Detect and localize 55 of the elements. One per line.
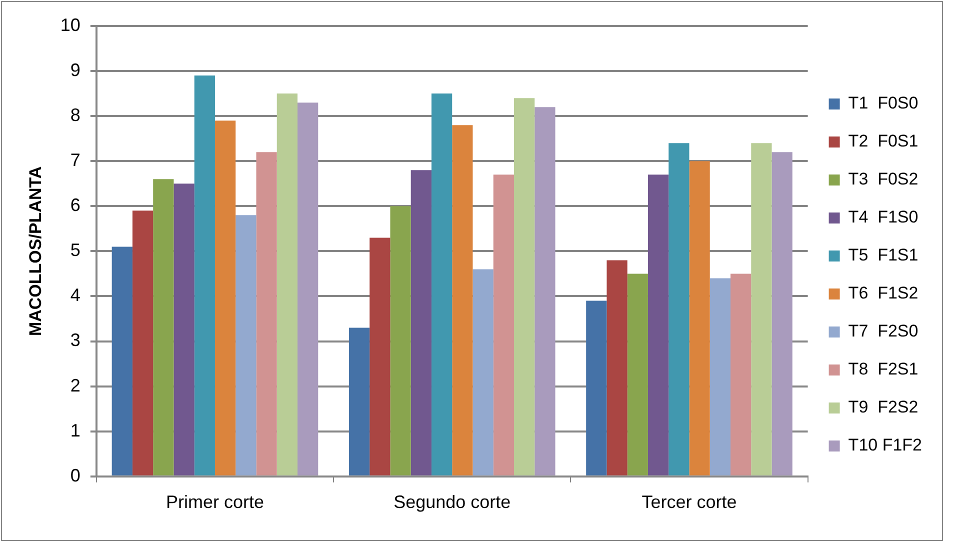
x-tick-label: Primer corte [166,492,264,512]
bar [276,94,298,476]
legend-label: T3 F0S2 [848,170,918,189]
bar [452,125,473,476]
legend-label: T7 F2S0 [848,322,918,341]
bar [689,161,710,476]
y-tick-label: 9 [70,60,80,80]
y-tick-label: 3 [70,330,80,350]
legend-label: T10 F1F2 [848,436,922,455]
bar [606,260,628,476]
y-tick-label: 4 [70,285,80,306]
bar [751,143,772,476]
legend-label: T8 F2S1 [848,360,918,379]
y-tick-label: 10 [60,14,80,35]
bar [236,215,256,476]
bar [348,328,370,476]
y-tick-label: 2 [70,375,80,396]
bar [493,174,514,476]
bar [431,94,452,476]
legend-label: T1 F0S0 [848,94,918,113]
y-tick-label: 0 [70,465,80,486]
y-tick-label: 8 [70,105,80,126]
bar [472,269,494,476]
y-tick-label: 1 [70,420,80,440]
bar [514,98,535,476]
bar [648,174,669,476]
bar [586,300,607,476]
legend-label: T6 F1S2 [848,284,918,303]
bar [534,107,556,476]
bar [627,274,648,476]
bar [174,184,194,476]
y-tick-label: 5 [70,240,80,260]
bar [730,274,752,476]
legend-label: T4 F1S0 [848,208,918,227]
bar [370,238,390,476]
bar [194,76,215,476]
bar [710,278,730,476]
legend-label: T2 F0S1 [848,132,918,151]
bar [410,170,432,476]
bar [112,246,132,476]
bar [298,102,318,476]
bar [772,152,792,476]
y-tick-label: 6 [70,195,80,216]
bar [390,206,411,476]
legend-label: T5 F1S1 [848,246,918,265]
bar [132,210,154,476]
y-axis-title: MACOLLOS/PLANTA [26,166,45,336]
bar [668,143,690,476]
bar [256,152,277,476]
bar [214,120,236,476]
bar [153,179,174,476]
y-tick-label: 7 [70,150,80,170]
x-tick-label: Segundo corte [394,492,511,512]
legend-label: T9 F2S2 [848,398,918,417]
x-tick-label: Tercer corte [642,492,737,512]
